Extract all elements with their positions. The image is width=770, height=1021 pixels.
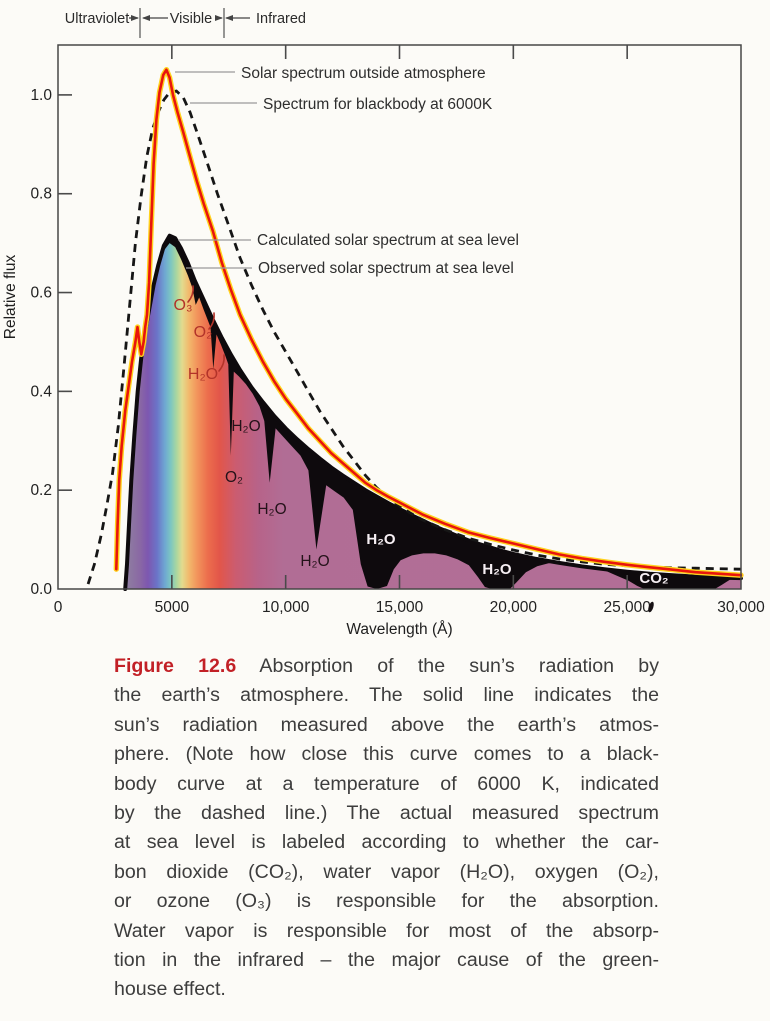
spectrum-plot: 0 5000 10,000 15,000 20,000 25,000 30,000 1.0 0.…: [2, 8, 765, 638]
x-tick-label: 15,000: [376, 599, 424, 616]
y-tick-label: 0.0: [30, 581, 52, 598]
figure-caption: Figure 12.6 Absorption of the sun’s radi…: [114, 652, 659, 1005]
caption-line: or ozone (O₃) is responsible for the abs…: [114, 890, 659, 913]
ink-artifact: [648, 601, 654, 613]
y-axis-title: Relative flux: [2, 255, 19, 340]
molecule-label: H₂O: [188, 366, 218, 383]
blackbody-curve: [86, 89, 742, 585]
molecule-label: H₂O: [482, 561, 511, 578]
molecule-label: H₂O: [366, 531, 395, 548]
annotation-label: Calculated solar spectrum at sea level: [257, 232, 519, 249]
label-hook: [218, 354, 225, 372]
x-tick-label: 20,000: [490, 599, 538, 616]
caption-line: tion in the infrared – the major cause o…: [114, 949, 659, 972]
x-tick-label: 0: [54, 599, 63, 616]
caption-line: at sea level is labeled according to whe…: [114, 831, 659, 854]
absorption-spectrum-figure: 0 5000 10,000 15,000 20,000 25,000 30,000 1.0 0.…: [2, 8, 765, 638]
caption-line: phere. (Note how close this curve comes …: [114, 743, 659, 766]
band-label: Ultraviolet: [65, 11, 129, 27]
molecule-label: O₂: [225, 469, 243, 486]
molecule-label: O₃: [174, 297, 193, 314]
annotation-label: Observed solar spectrum at sea level: [258, 260, 514, 277]
caption-text: Absorption of the sun’s radiation by: [259, 655, 659, 677]
annotation-label: Spectrum for blackbody at 6000K: [263, 96, 493, 113]
caption-line: body curve at a temperature of 6000 K, i…: [114, 772, 659, 795]
annotation-label: Solar spectrum outside atmosphere: [241, 65, 486, 82]
caption-line: house effect.: [114, 978, 226, 1001]
figure-number: Figure 12.6: [114, 655, 237, 677]
molecule-label: H₂O: [231, 418, 260, 435]
molecule-label: O₂: [194, 324, 213, 341]
x-tick-label: 25,000: [603, 599, 651, 616]
caption-line: the earth’s atmosphere. The solid line i…: [114, 684, 659, 707]
caption-line: Water vapor is responsible for most of t…: [114, 919, 659, 942]
label-hook: [187, 285, 194, 303]
band-label: Visible: [170, 11, 212, 27]
molecule-label: CO₂: [639, 570, 668, 587]
band-label: Infrared: [256, 11, 306, 27]
y-tick-label: 0.2: [30, 482, 52, 499]
label-hook: [208, 312, 215, 330]
caption-line: by the dashed line.) The actual measured…: [114, 802, 659, 825]
y-tick-label: 0.4: [30, 383, 52, 400]
molecule-label: H₂O: [257, 501, 286, 518]
caption-line: sun’s radiation measured above the earth…: [114, 713, 659, 736]
caption-line: Figure 12.6 Absorption of the sun’s radi…: [114, 652, 659, 681]
calculated-envelope-curve: [123, 233, 743, 591]
observed-spectrum-area: [125, 243, 741, 589]
y-tick-label: 1.0: [30, 87, 52, 104]
caption-line: bon dioxide (CO₂), water vapor (H₂O), ox…: [114, 860, 659, 883]
y-tick-label: 0.8: [30, 186, 52, 203]
x-tick-label: 30,000: [717, 599, 765, 616]
x-tick-label: 10,000: [262, 599, 310, 616]
solar-curve: [115, 68, 743, 577]
molecule-label: H₂O: [300, 553, 329, 570]
y-tick-label: 0.6: [30, 285, 52, 302]
x-tick-label: 5000: [155, 599, 190, 616]
x-axis-title: Wavelength (Å): [346, 621, 452, 638]
